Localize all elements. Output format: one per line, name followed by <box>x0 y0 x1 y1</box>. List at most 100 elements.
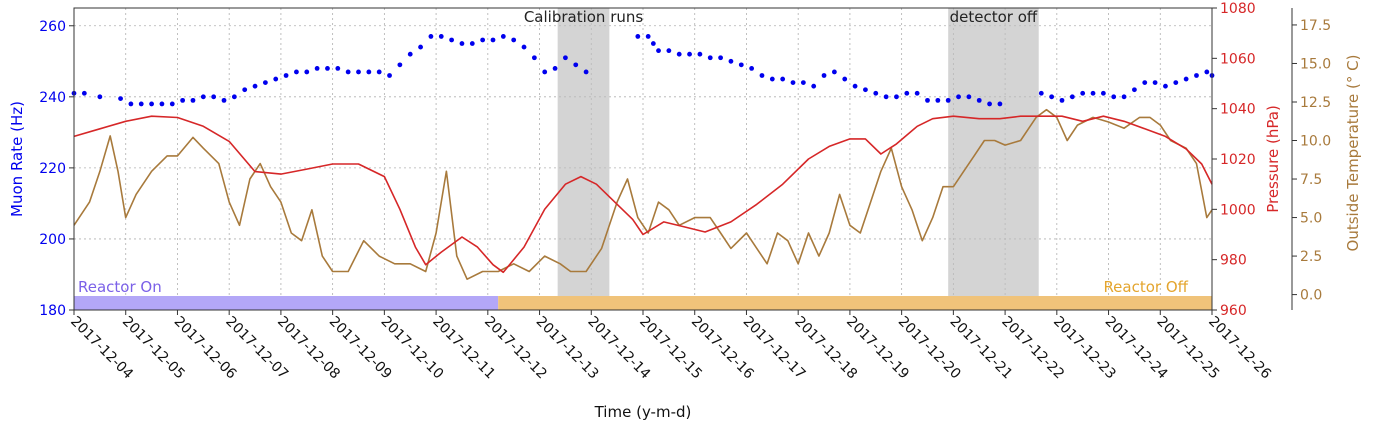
muon-rate-point-70 <box>842 76 848 82</box>
shaded-region-0 <box>557 8 610 310</box>
muon-rate-point-98 <box>1163 83 1168 89</box>
left-axis-title: Muon Rate (Hz) <box>8 101 26 217</box>
muon-rate-point-26 <box>356 69 361 75</box>
muon-rate-point-3 <box>118 96 123 101</box>
muon-rate-point-57 <box>707 55 713 61</box>
axes-and-ticks: 2017-12-042017-12-052017-12-062017-12-07… <box>8 1 1362 421</box>
muon-rate-point-61 <box>749 66 755 71</box>
muon-rate-point-72 <box>863 87 868 93</box>
muon-rate-point-99 <box>1173 80 1179 86</box>
muon-rate-point-56 <box>697 51 703 57</box>
temperature-axis-title: Outside Temperature (° C) <box>1344 55 1362 252</box>
muon-rate-point-77 <box>914 90 920 96</box>
muon-rate-point-46 <box>563 55 568 61</box>
muon-rate-point-63 <box>769 76 775 82</box>
x-axis-title: Time (y-m-d) <box>594 403 692 421</box>
muon-rate-point-40 <box>500 34 506 39</box>
muon-rate-point-19 <box>283 73 289 78</box>
series-pressure <box>73 115 1213 274</box>
muon-rate-point-10 <box>190 97 196 103</box>
muon-rate-point-87 <box>1049 94 1055 100</box>
muon-rate-point-69 <box>831 69 837 75</box>
left-tick-label-240: 240 <box>39 90 66 106</box>
status-bar-label-0: Reactor On <box>78 278 162 296</box>
muon-rate-point-41 <box>511 37 517 43</box>
muon-rate-point-20 <box>294 69 299 75</box>
muon-rate-point-35 <box>449 37 455 43</box>
temperature-line <box>73 108 1213 280</box>
temperature-tick-label-12.5: 12.5 <box>1300 95 1331 111</box>
muon-rate-point-29 <box>387 73 392 78</box>
muon-rate-point-53 <box>666 48 672 54</box>
temperature-tick-label-0.0: 0.0 <box>1300 288 1322 304</box>
temperature-tick-label-17.5: 17.5 <box>1300 18 1331 34</box>
status-bar-1 <box>498 296 1212 310</box>
muon-rate-point-15 <box>242 87 248 93</box>
muon-rate-point-36 <box>459 41 465 46</box>
muon-rate-point-31 <box>407 51 413 57</box>
muon-rate-point-68 <box>821 73 827 78</box>
muon-rate-point-66 <box>800 80 806 86</box>
muon-rate-point-9 <box>180 97 186 103</box>
muon-rate-point-83 <box>976 97 982 103</box>
muon-rate-point-23 <box>325 66 330 71</box>
series-muon-rate <box>71 34 1215 107</box>
muon-rate-point-93 <box>1111 94 1117 100</box>
muon-rate-point-55 <box>687 51 692 57</box>
muon-rate-point-6 <box>149 101 154 107</box>
muon-rate-point-73 <box>873 90 879 96</box>
muon-rate-point-33 <box>428 34 434 39</box>
muon-rate-point-91 <box>1090 90 1096 96</box>
muon-rate-point-81 <box>956 94 961 100</box>
muon-rate-point-60 <box>738 62 744 68</box>
muon-rate-point-50 <box>645 34 651 39</box>
temperature-tick-label-15.0: 15.0 <box>1300 56 1331 72</box>
pressure-tick-label-960: 960 <box>1220 303 1247 319</box>
muon-rate-point-95 <box>1132 87 1137 93</box>
muon-rate-point-85 <box>997 101 1003 107</box>
muon-rate-point-100 <box>1183 76 1189 82</box>
muon-rate-point-90 <box>1080 90 1086 96</box>
pressure-tick-label-1040: 1040 <box>1220 102 1256 118</box>
muon-rate-point-21 <box>304 69 310 75</box>
status-bar-label-1: Reactor Off <box>1103 278 1188 296</box>
left-tick-label-180: 180 <box>39 303 66 319</box>
muon-rate-point-32 <box>418 44 423 50</box>
muon-rate-point-37 <box>469 41 475 46</box>
muon-rate-point-5 <box>138 101 144 107</box>
muon-rate-point-14 <box>231 94 237 100</box>
temperature-tick-label-7.5: 7.5 <box>1300 172 1322 188</box>
muon-rate-point-74 <box>883 94 889 100</box>
temperature-tick-label-10.0: 10.0 <box>1300 134 1331 150</box>
muon-rate-point-102 <box>1204 69 1210 75</box>
muon-rate-point-8 <box>169 101 175 107</box>
muon-rate-point-30 <box>397 62 403 68</box>
status-bar-0 <box>74 296 499 310</box>
muon-rate-point-28 <box>376 69 382 75</box>
muon-rate-point-1 <box>81 90 87 96</box>
muon-rate-point-54 <box>676 51 682 57</box>
muon-rate-point-86 <box>1038 90 1044 96</box>
series-outside-temperature <box>73 108 1213 280</box>
pressure-tick-label-980: 980 <box>1220 253 1247 269</box>
muon-rate-point-67 <box>811 83 817 89</box>
muon-rate-point-78 <box>925 97 930 103</box>
temperature-tick-label-5.0: 5.0 <box>1300 211 1322 227</box>
muon-rate-point-88 <box>1059 97 1065 103</box>
left-tick-label-200: 200 <box>39 232 66 248</box>
pressure-tick-label-1060: 1060 <box>1220 51 1256 67</box>
muon-rate-point-75 <box>894 94 899 100</box>
muon-rate-point-64 <box>780 76 786 82</box>
muon-rate-point-17 <box>262 80 268 86</box>
shaded-region-label-1: detector off <box>950 8 1038 26</box>
muon-rate-point-45 <box>552 66 558 71</box>
muon-rate-point-47 <box>573 62 579 68</box>
left-tick-label-260: 260 <box>39 19 66 35</box>
muon-rate-point-80 <box>945 97 951 103</box>
muon-rate-point-7 <box>159 101 165 107</box>
muon-rate-point-48 <box>583 69 589 75</box>
muon-rate-point-42 <box>521 44 527 50</box>
muon-rate-point-71 <box>852 83 858 89</box>
muon-rate-point-51 <box>650 41 656 46</box>
muon-rate-point-27 <box>366 69 372 75</box>
